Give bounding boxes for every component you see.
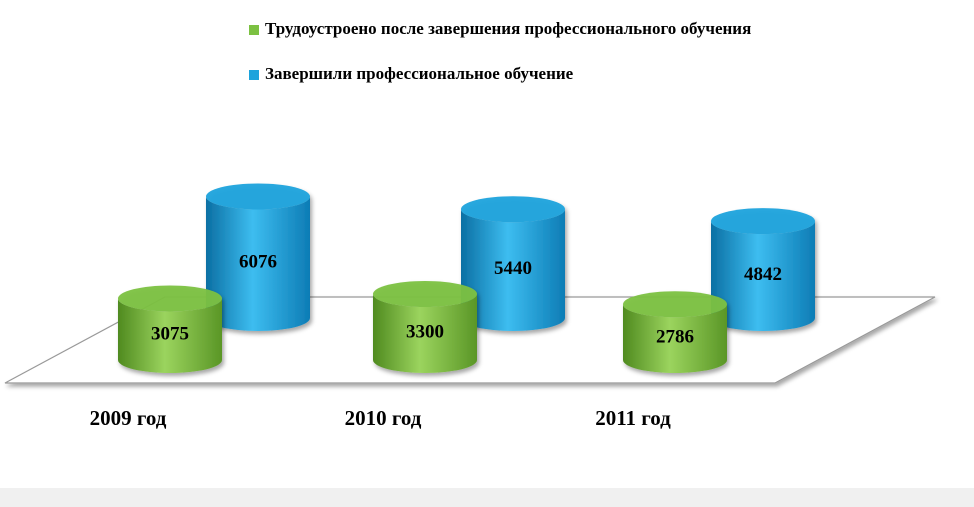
- cylinder: [206, 183, 310, 331]
- footer-band: [0, 488, 974, 507]
- value-label: 3075: [151, 324, 189, 345]
- x-tick-label: 2009 год: [90, 406, 167, 430]
- value-label: 2786: [656, 326, 694, 347]
- legend-swatch: [249, 25, 259, 35]
- cylinder: [711, 208, 815, 331]
- cylinder: [461, 196, 565, 331]
- cylinder-top: [461, 196, 565, 223]
- cylinder-top: [118, 285, 222, 312]
- bar: [118, 298, 222, 373]
- bar: [623, 304, 727, 373]
- x-tick-label: 2011 год: [595, 406, 671, 430]
- legend-label: Завершили профессиональное обучение: [265, 64, 574, 83]
- cylinder: [118, 285, 222, 373]
- value-label: 3300: [406, 321, 444, 342]
- value-label: 5440: [494, 258, 532, 279]
- value-label: 4842: [744, 264, 782, 285]
- value-label: 6076: [239, 252, 277, 273]
- x-tick-label: 2010 год: [345, 406, 422, 430]
- bar: [206, 196, 310, 331]
- cylinder-top: [206, 183, 310, 210]
- bar: [373, 294, 477, 373]
- cylinder-top: [711, 208, 815, 235]
- legend-swatch: [249, 70, 259, 80]
- cylinder-top: [373, 281, 477, 307]
- bar: [711, 221, 815, 331]
- cylinder: [623, 291, 727, 373]
- legend-label: Трудоустроено после завершения профессио…: [265, 19, 751, 38]
- cylinder: [373, 281, 477, 373]
- bar: [461, 209, 565, 331]
- cylinder-top: [623, 291, 727, 318]
